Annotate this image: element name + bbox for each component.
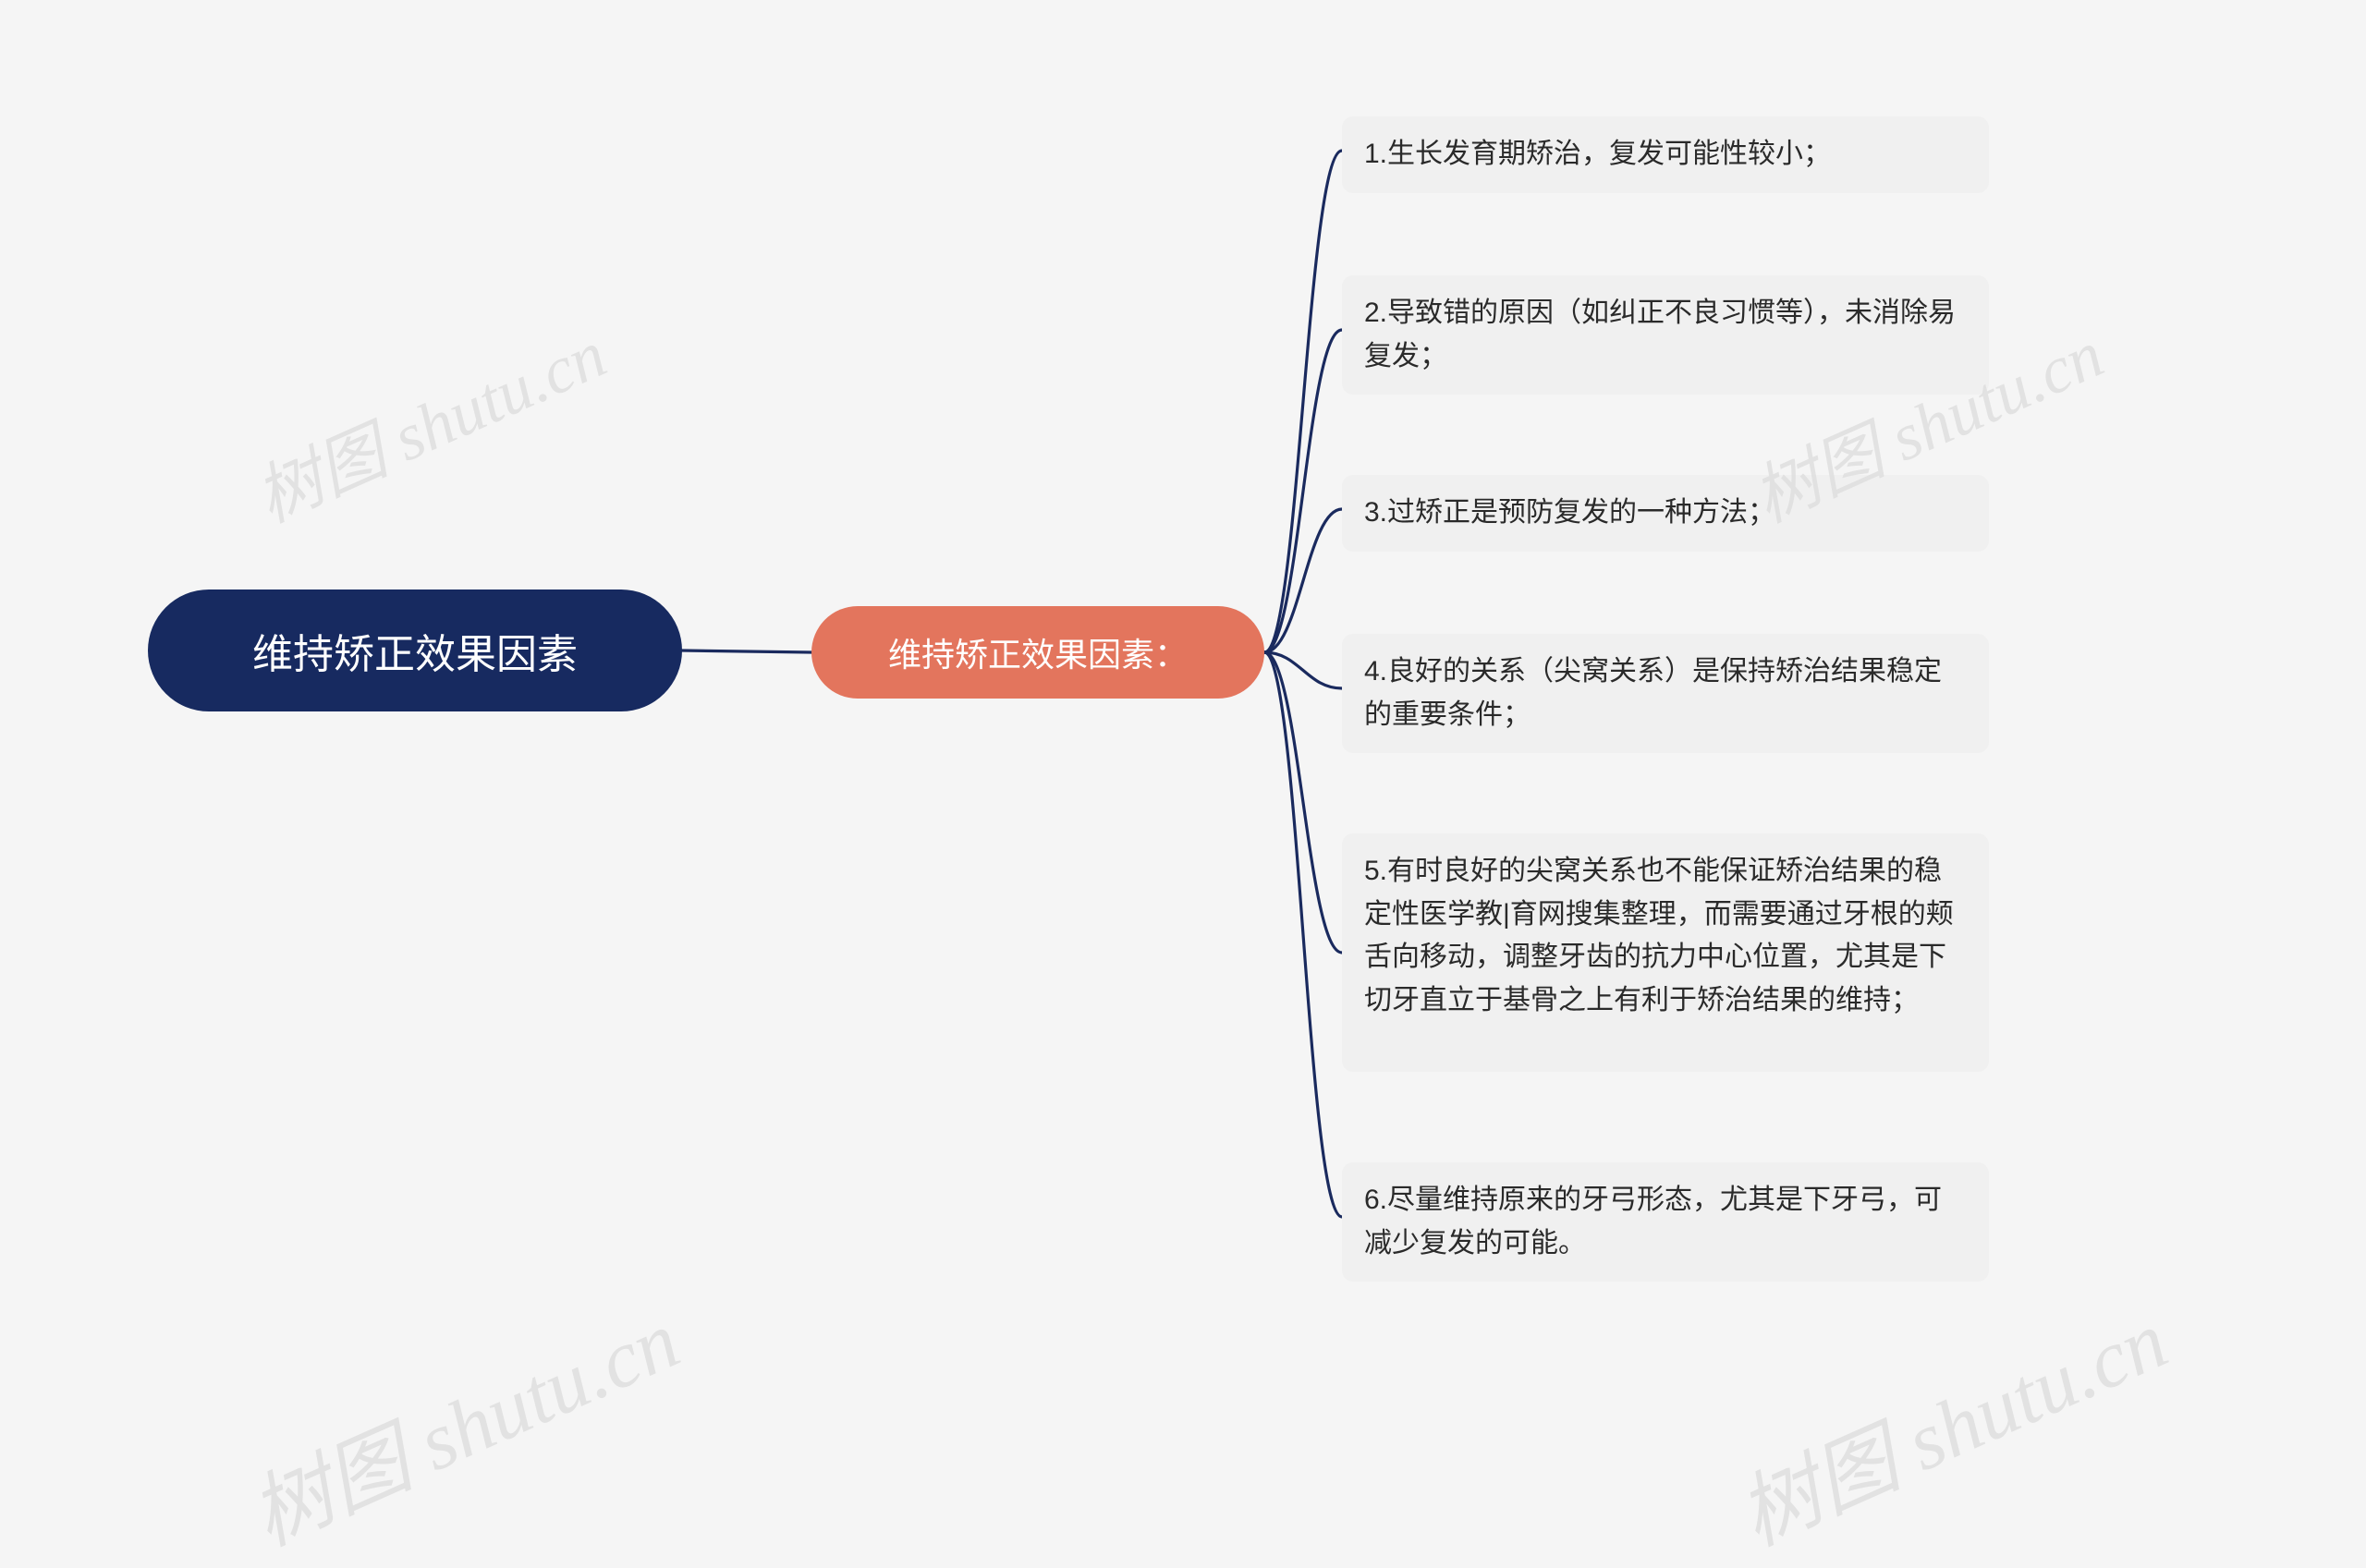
leaf-node-label: 5.有时良好的尖窝关系也不能保证矫治结果的稳定性医学教|育网搜集整理，而需要通过…: [1364, 850, 1967, 1022]
mindmap-canvas: 维持矫正效果因素 维持矫正效果因素： 1.生长发育期矫治，复发可能性较小； 2.…: [0, 0, 2366, 1515]
leaf-node-label: 3.过矫正是预防复发的一种方法；: [1364, 492, 1775, 535]
watermark: 树图 shutu.cn: [1717, 1275, 2182, 1568]
leaf-node[interactable]: 1.生长发育期矫治，复发可能性较小；: [1342, 116, 1989, 193]
leaf-node[interactable]: 2.导致错的原因（如纠正不良习惯等），未消除易复发；: [1342, 275, 1989, 395]
connector-layer: [0, 0, 2366, 1515]
leaf-node[interactable]: 6.尽量维持原来的牙弓形态，尤其是下牙弓，可减少复发的可能。: [1342, 1162, 1989, 1282]
sub-node[interactable]: 维持矫正效果因素：: [811, 606, 1264, 699]
leaf-node-label: 2.导致错的原因（如纠正不良习惯等），未消除易复发；: [1364, 292, 1967, 378]
root-node-label: 维持矫正效果因素: [252, 621, 578, 680]
watermark: 树图 shutu.cn: [229, 1275, 694, 1568]
watermark: 树图 shutu.cn: [238, 300, 618, 541]
leaf-node-label: 4.良好的关系（尖窝关系）是保持矫治结果稳定的重要条件；: [1364, 650, 1967, 736]
root-node[interactable]: 维持矫正效果因素: [148, 590, 682, 711]
sub-node-label: 维持矫正效果因素：: [888, 628, 1188, 676]
leaf-node-label: 6.尽量维持原来的牙弓形态，尤其是下牙弓，可减少复发的可能。: [1364, 1179, 1967, 1265]
leaf-node[interactable]: 4.良好的关系（尖窝关系）是保持矫治结果稳定的重要条件；: [1342, 634, 1989, 753]
leaf-node-label: 1.生长发育期矫治，复发可能性较小；: [1364, 133, 1831, 176]
leaf-node[interactable]: 5.有时良好的尖窝关系也不能保证矫治结果的稳定性医学教|育网搜集整理，而需要通过…: [1342, 833, 1989, 1072]
